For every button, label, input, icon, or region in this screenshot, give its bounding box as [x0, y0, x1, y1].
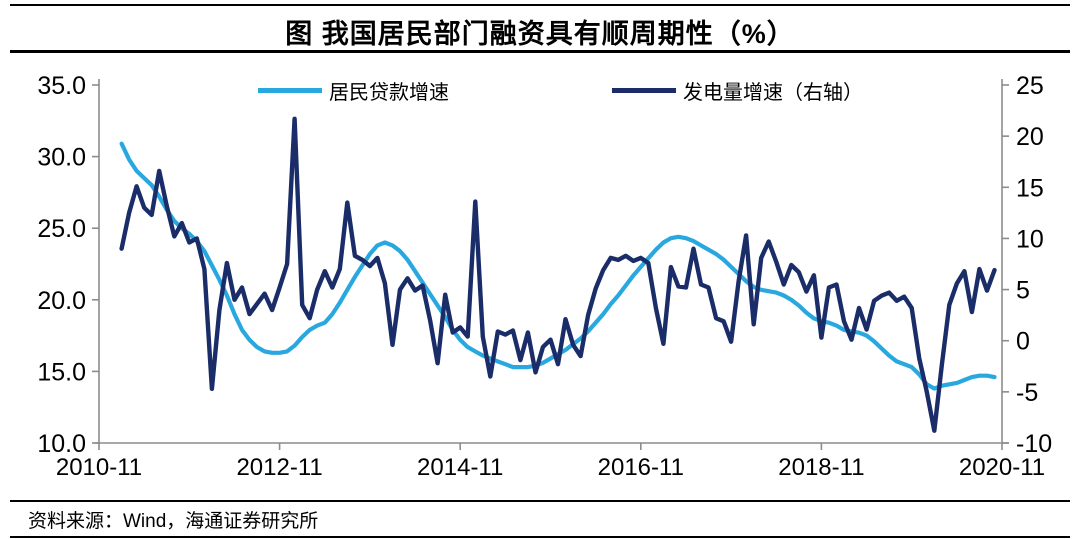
left-axis-tick-label: 35.0	[37, 72, 86, 100]
x-axis-tick-label: 2014-11	[417, 454, 503, 481]
source-note: 资料来源：Wind，海通证券研究所	[28, 511, 319, 532]
legend-item-household-loan: 居民贷款增速	[258, 78, 449, 104]
x-axis-tick-label: 2018-11	[778, 454, 864, 481]
right-axis-tick-label: 25	[1016, 72, 1044, 100]
top-border-rule	[10, 4, 1070, 6]
x-axis-tick-label: 2012-11	[236, 454, 322, 481]
legend-label-household-loan: 居民贷款增速	[329, 81, 449, 104]
right-axis-tick-label: 20	[1016, 123, 1044, 151]
series-line-power-generation-growth	[119, 116, 997, 433]
page-title: 图 我国居民部门融资具有顺周期性（%）	[285, 19, 795, 49]
right-axis-tick-label: 10	[1016, 225, 1044, 253]
left-axis-tick-label: 15.0	[37, 358, 86, 386]
right-axis-tick-label: 5	[1016, 277, 1030, 305]
legend-item-power-generation: 发电量增速（右轴）	[612, 78, 863, 104]
right-axis-tick-label: 15	[1016, 174, 1044, 202]
left-axis-tick-label: 10.0	[37, 430, 86, 458]
left-axis-tick-label: 20.0	[37, 287, 86, 315]
left-axis-tick-label: 30.0	[37, 144, 86, 172]
footer-divider-rule	[10, 500, 1070, 502]
right-axis-tick-label: -5	[1016, 379, 1038, 407]
right-axis-tick-label: -10	[1016, 430, 1052, 458]
left-axis-tick-label: 25.0	[37, 215, 86, 243]
title-divider-rule	[10, 50, 1070, 53]
bottom-border-rule	[10, 536, 1070, 538]
x-axis-tick-label: 2010-11	[56, 454, 142, 481]
right-axis-tick-label: 0	[1016, 328, 1030, 356]
power-generation-line-swatch	[612, 87, 676, 93]
x-axis-tick-label: 2016-11	[598, 454, 684, 481]
legend-label-power-generation: 发电量增速（右轴）	[683, 81, 863, 104]
chart-legend: 居民贷款增速 发电量增速（右轴）	[0, 78, 1080, 104]
household-loan-line-swatch	[258, 87, 322, 93]
x-axis-tick-label: 2020-11	[959, 454, 1045, 481]
